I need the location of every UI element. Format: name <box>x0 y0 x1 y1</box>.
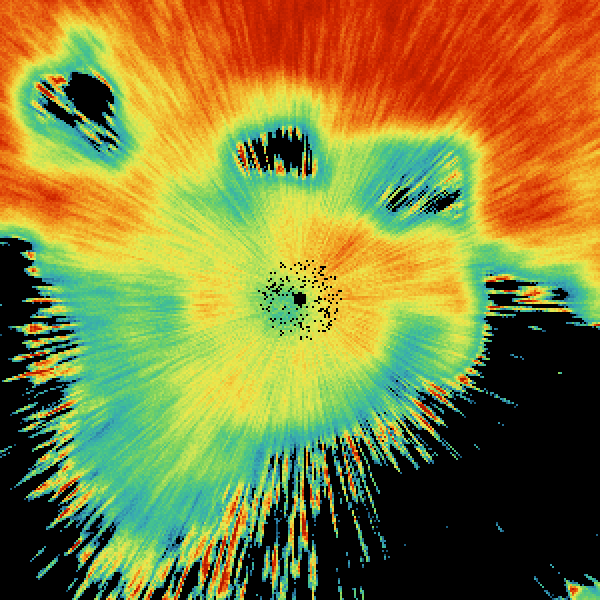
radar-image-canvas <box>0 0 600 600</box>
weather-radar-image <box>0 0 600 600</box>
